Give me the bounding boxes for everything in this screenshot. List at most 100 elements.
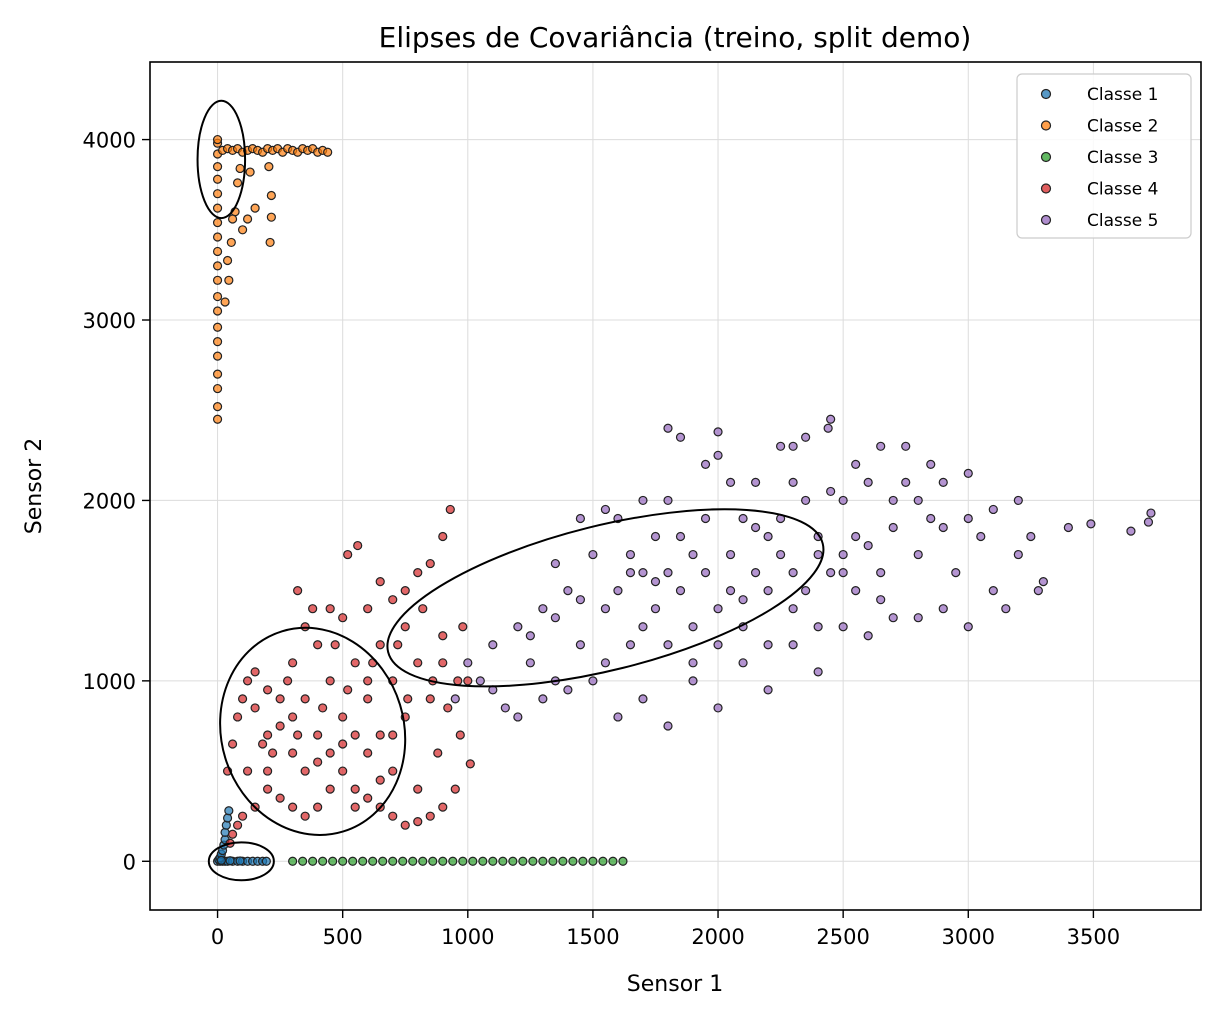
data-point — [713, 450, 723, 460]
data-point — [513, 622, 523, 632]
data-point — [458, 856, 468, 866]
data-point — [288, 712, 298, 722]
data-point — [418, 604, 428, 614]
data-point — [222, 255, 233, 266]
data-point — [675, 531, 686, 542]
legend-marker — [1040, 214, 1052, 226]
data-point — [313, 757, 323, 767]
data-point — [608, 856, 618, 866]
data-point — [323, 147, 333, 157]
data-point — [638, 568, 648, 578]
data-point — [263, 784, 273, 794]
data-point — [863, 631, 873, 641]
data-point — [488, 856, 498, 866]
data-point — [408, 856, 418, 866]
data-point — [823, 423, 833, 433]
data-point — [826, 486, 836, 497]
data-point — [227, 214, 238, 224]
data-point — [700, 513, 711, 524]
data-point — [400, 622, 410, 632]
data-point — [313, 640, 323, 650]
data-point — [212, 232, 223, 242]
data-point — [242, 766, 253, 776]
data-point — [901, 477, 911, 487]
data-point — [338, 712, 348, 722]
data-point — [713, 703, 723, 713]
data-point — [450, 784, 460, 794]
data-point — [350, 730, 360, 740]
data-point — [675, 432, 686, 442]
data-point — [901, 441, 911, 451]
data-point — [838, 549, 848, 560]
data-point — [375, 730, 385, 740]
data-point — [938, 477, 948, 487]
y-tick-label: 4000 — [83, 129, 136, 153]
y-tick-label: 2000 — [83, 489, 136, 513]
data-point — [528, 856, 538, 866]
data-point — [212, 134, 223, 145]
data-point — [613, 712, 623, 722]
data-point — [212, 217, 223, 228]
data-point — [266, 212, 276, 222]
data-point — [618, 856, 628, 866]
data-point — [363, 748, 373, 758]
data-point — [775, 549, 786, 560]
data-point — [388, 811, 398, 821]
data-point — [475, 676, 485, 686]
data-point — [425, 694, 435, 704]
data-point — [227, 739, 238, 749]
data-point — [398, 856, 408, 866]
data-point — [463, 658, 473, 668]
data-point — [1146, 508, 1156, 518]
x-tick-label: 3500 — [1067, 925, 1120, 949]
data-point — [300, 622, 310, 632]
data-point — [300, 694, 310, 704]
data-point — [813, 667, 823, 677]
data-point — [663, 640, 673, 650]
data-point — [300, 766, 310, 776]
data-point — [232, 178, 243, 188]
data-point — [288, 802, 298, 812]
data-point — [212, 337, 223, 347]
data-point — [445, 504, 455, 515]
data-point — [293, 730, 303, 740]
data-point — [250, 703, 260, 713]
data-point — [263, 685, 273, 695]
data-point — [600, 604, 611, 614]
data-point — [575, 640, 586, 650]
data-point — [508, 856, 518, 866]
data-point — [212, 306, 223, 316]
data-point — [413, 784, 423, 794]
data-point — [388, 595, 398, 605]
data-point — [1126, 526, 1136, 536]
series-classe-2 — [212, 134, 333, 424]
y-tick-label: 3000 — [83, 309, 136, 333]
series-classe-4 — [222, 504, 475, 848]
data-point — [318, 856, 328, 866]
data-point — [876, 441, 886, 451]
data-point — [826, 414, 836, 424]
data-point — [237, 811, 248, 821]
legend-marker — [1040, 88, 1052, 100]
data-point — [465, 759, 475, 769]
data-point — [525, 631, 535, 641]
data-point — [801, 432, 811, 442]
data-point — [400, 820, 410, 830]
data-point — [438, 658, 448, 668]
data-point — [330, 640, 340, 650]
data-point — [713, 640, 723, 650]
data-point — [625, 549, 636, 560]
data-point — [888, 522, 898, 533]
data-point — [438, 531, 448, 542]
data-point — [350, 784, 360, 794]
data-point — [575, 513, 586, 524]
data-point — [600, 658, 611, 668]
data-point — [738, 658, 748, 668]
data-point — [266, 190, 276, 201]
data-point — [625, 568, 636, 578]
data-point — [1143, 517, 1154, 527]
data-point — [363, 694, 373, 704]
data-point — [1013, 495, 1023, 506]
data-point — [575, 595, 586, 605]
data-point — [400, 586, 410, 596]
